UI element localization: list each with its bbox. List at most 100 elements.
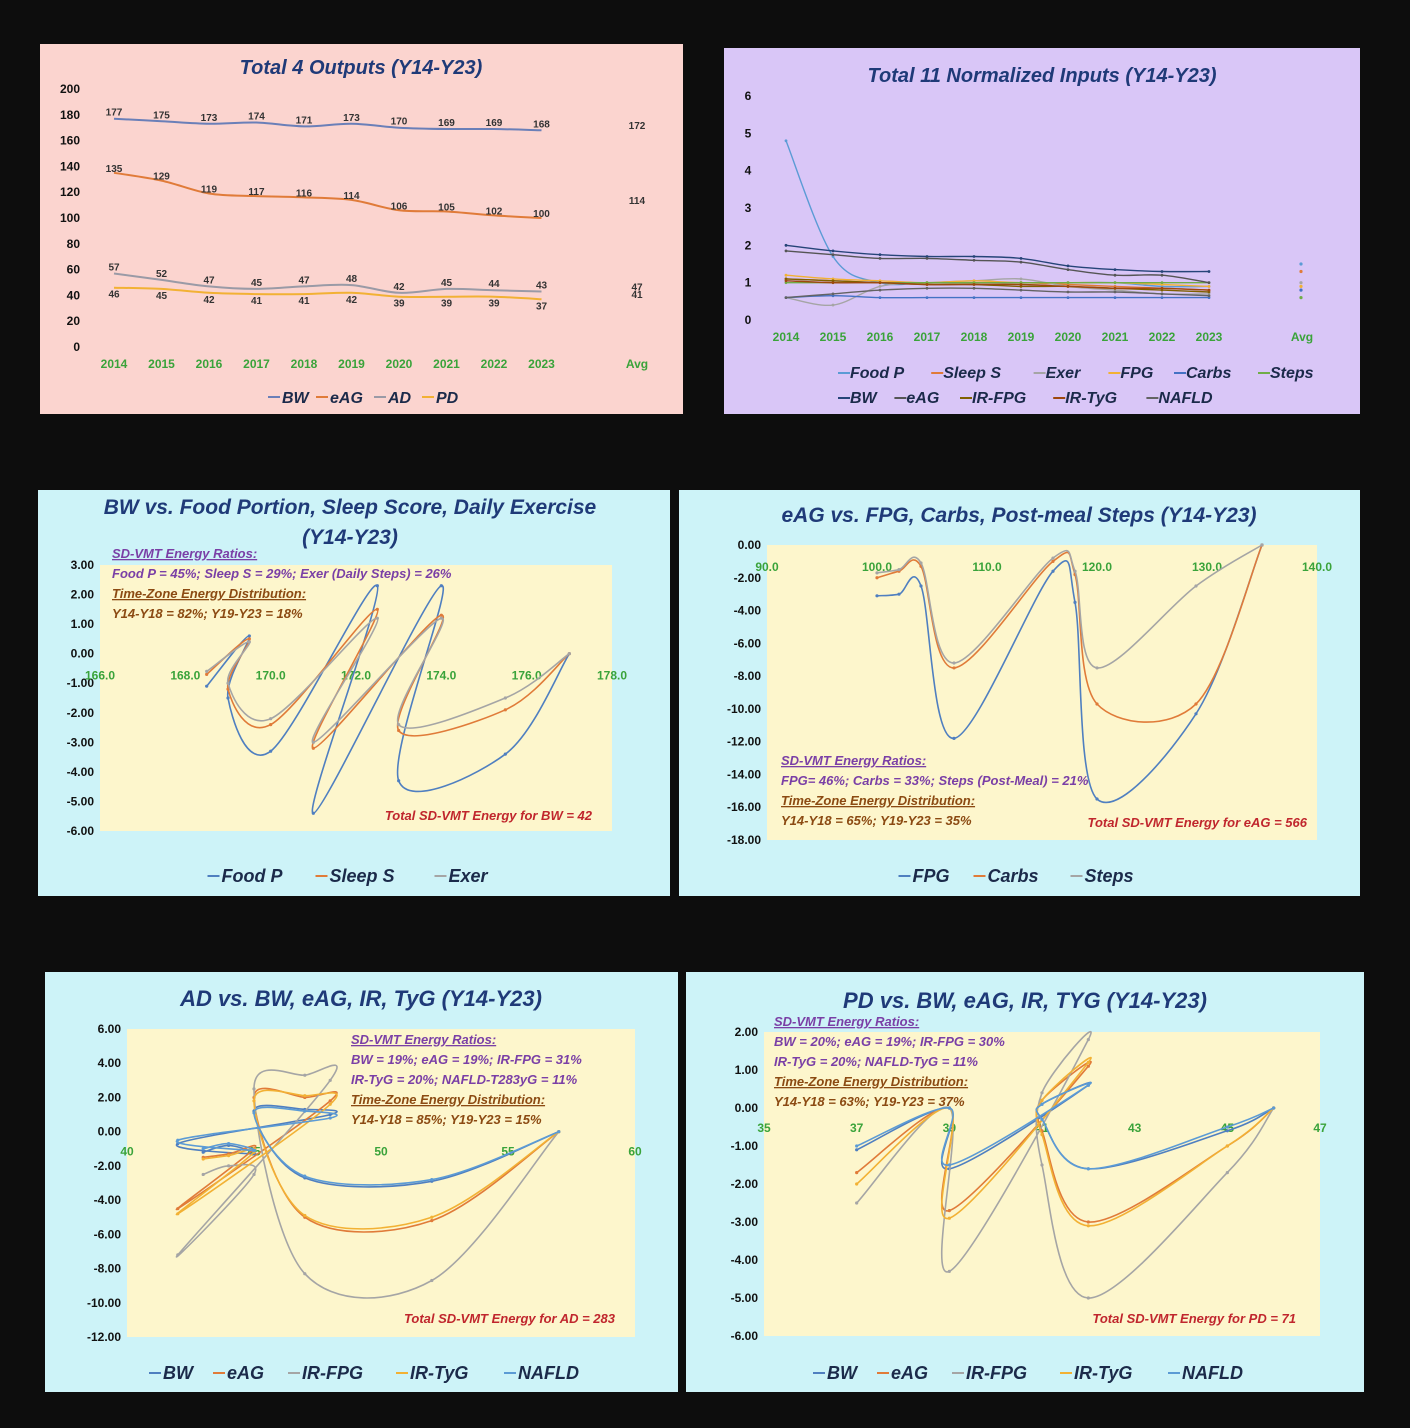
y-tick-label: 180 bbox=[60, 108, 80, 122]
data-point bbox=[784, 279, 788, 283]
avg-label: 114 bbox=[629, 196, 646, 207]
y-tick-label: 200 bbox=[60, 82, 80, 96]
y-tick-label: -6.00 bbox=[67, 824, 95, 838]
data-point bbox=[952, 736, 956, 740]
series-line bbox=[785, 244, 1210, 273]
data-label: 41 bbox=[298, 296, 310, 307]
legend: BW eAG IR-FPG IR-TyG NAFLD bbox=[813, 1363, 1243, 1383]
data-point bbox=[1051, 556, 1055, 560]
y-tick-label: -4.00 bbox=[94, 1193, 122, 1207]
legend-label: IR-FPG bbox=[972, 390, 1026, 407]
data-point bbox=[1040, 1098, 1044, 1102]
data-point bbox=[784, 296, 788, 299]
data-point bbox=[972, 283, 976, 286]
data-label: 39 bbox=[441, 299, 453, 310]
y-tick-label: -6.00 bbox=[731, 1329, 759, 1343]
data-label: 57 bbox=[108, 262, 120, 273]
data-point bbox=[1066, 268, 1070, 271]
data-point bbox=[1113, 286, 1117, 290]
ad-chart-svg: AD vs. BW, eAG, IR, TyG (Y14-Y23) 6.00 4.… bbox=[45, 972, 678, 1392]
series-line bbox=[785, 250, 1210, 284]
annotation: Y14-Y18 = 82%; Y19-Y23 = 18% bbox=[112, 606, 303, 621]
data-point bbox=[1019, 296, 1023, 299]
data-point bbox=[972, 258, 976, 262]
series-line bbox=[785, 278, 1210, 293]
x-tick-label: 2018 bbox=[961, 330, 988, 344]
x-tick-label: 2015 bbox=[820, 330, 847, 344]
data-point bbox=[226, 681, 230, 685]
annotation: SD-VMT Energy Ratios: bbox=[351, 1032, 496, 1047]
data-point bbox=[878, 281, 882, 285]
data-point bbox=[1194, 702, 1198, 706]
y-tick-label: 60 bbox=[67, 263, 81, 277]
annotation: Time-Zone Energy Distribution: bbox=[781, 793, 975, 808]
data-label: 135 bbox=[106, 164, 123, 175]
series-line-ad bbox=[113, 272, 542, 294]
data-point bbox=[1207, 270, 1211, 273]
y-tick-label: -10.00 bbox=[87, 1296, 121, 1310]
data-point bbox=[328, 1078, 332, 1082]
eag-chart-svg: eAG vs. FPG, Carbs, Post-meal Steps (Y14… bbox=[679, 490, 1360, 896]
series-line-pd bbox=[113, 286, 542, 301]
data-point bbox=[875, 594, 879, 598]
data-point bbox=[1095, 797, 1099, 801]
x-tick-label: 178.0 bbox=[597, 669, 627, 683]
data-point bbox=[1019, 260, 1023, 264]
y-tick-label: -12.00 bbox=[727, 735, 761, 749]
data-label: 114 bbox=[343, 191, 360, 202]
legend-label-eag: eAG bbox=[330, 390, 363, 407]
data-point bbox=[1040, 1117, 1044, 1121]
data-point bbox=[430, 1278, 434, 1283]
annotation: Time-Zone Energy Distribution: bbox=[774, 1074, 968, 1089]
data-point bbox=[1066, 281, 1070, 285]
annotation: SD-VMT Energy Ratios: bbox=[112, 546, 257, 561]
data-label: 170 bbox=[391, 117, 408, 128]
data-point bbox=[252, 1172, 256, 1177]
y-tick-label: 0.00 bbox=[98, 1125, 122, 1139]
legend-label-sleep s: Sleep S bbox=[330, 866, 395, 886]
data-point bbox=[925, 286, 929, 290]
data-point bbox=[1207, 281, 1211, 285]
chart-eag-vs-fpg: eAG vs. FPG, Carbs, Post-meal Steps (Y14… bbox=[679, 490, 1360, 896]
legend-label-exer: Exer bbox=[449, 866, 489, 886]
chart-pd-vs-bw: PD vs. BW, eAG, IR, TYG (Y14-Y23) 2.00 1.… bbox=[686, 972, 1364, 1392]
x-tick-label: 2019 bbox=[1008, 330, 1035, 344]
data-point bbox=[311, 740, 315, 744]
series-curve-ir-fpg bbox=[856, 1030, 1275, 1299]
annotation: SD-VMT Energy Ratios: bbox=[781, 753, 926, 768]
x-tick-label: Avg bbox=[1291, 330, 1313, 344]
y-tick-label: -16.00 bbox=[727, 800, 761, 814]
data-point bbox=[1073, 569, 1077, 573]
data-point bbox=[831, 281, 835, 285]
data-point bbox=[855, 1201, 859, 1205]
data-label: 106 bbox=[391, 201, 408, 212]
y-tick-label: 1.00 bbox=[71, 617, 95, 631]
data-point bbox=[201, 1172, 205, 1177]
legend-label-ad: AD bbox=[387, 390, 412, 407]
legend-label: IR-TyG bbox=[1065, 390, 1117, 407]
data-point bbox=[269, 723, 273, 727]
y-tick-label: 2.00 bbox=[71, 588, 95, 602]
data-point bbox=[875, 576, 879, 580]
data-point bbox=[1086, 1167, 1090, 1171]
y-tick-label: -4.00 bbox=[734, 604, 762, 618]
data-point bbox=[1160, 296, 1164, 299]
data-label: 37 bbox=[536, 301, 548, 312]
y-tick-label: -4.00 bbox=[731, 1253, 759, 1267]
data-point bbox=[1040, 1163, 1044, 1167]
series-line bbox=[785, 294, 1209, 299]
x-tick-label: 40 bbox=[120, 1145, 134, 1159]
data-label: 173 bbox=[343, 113, 360, 124]
pd-chart-svg: PD vs. BW, eAG, IR, TYG (Y14-Y23) 2.00 1.… bbox=[686, 972, 1364, 1392]
data-label: 47 bbox=[298, 275, 310, 286]
legend-label-nafld: NAFLD bbox=[518, 1363, 579, 1383]
data-point bbox=[1225, 1144, 1229, 1148]
data-label: 42 bbox=[203, 295, 215, 306]
annotation: Y14-Y18 = 85%; Y19-Y23 = 15% bbox=[351, 1112, 542, 1127]
legend-label: Steps bbox=[1270, 365, 1314, 382]
data-point bbox=[226, 696, 230, 700]
x-tick-label: 100.0 bbox=[862, 560, 892, 574]
data-point bbox=[430, 1215, 434, 1219]
y-tick-label: -5.00 bbox=[731, 1291, 759, 1305]
legend-label-steps: Steps bbox=[1085, 866, 1134, 886]
